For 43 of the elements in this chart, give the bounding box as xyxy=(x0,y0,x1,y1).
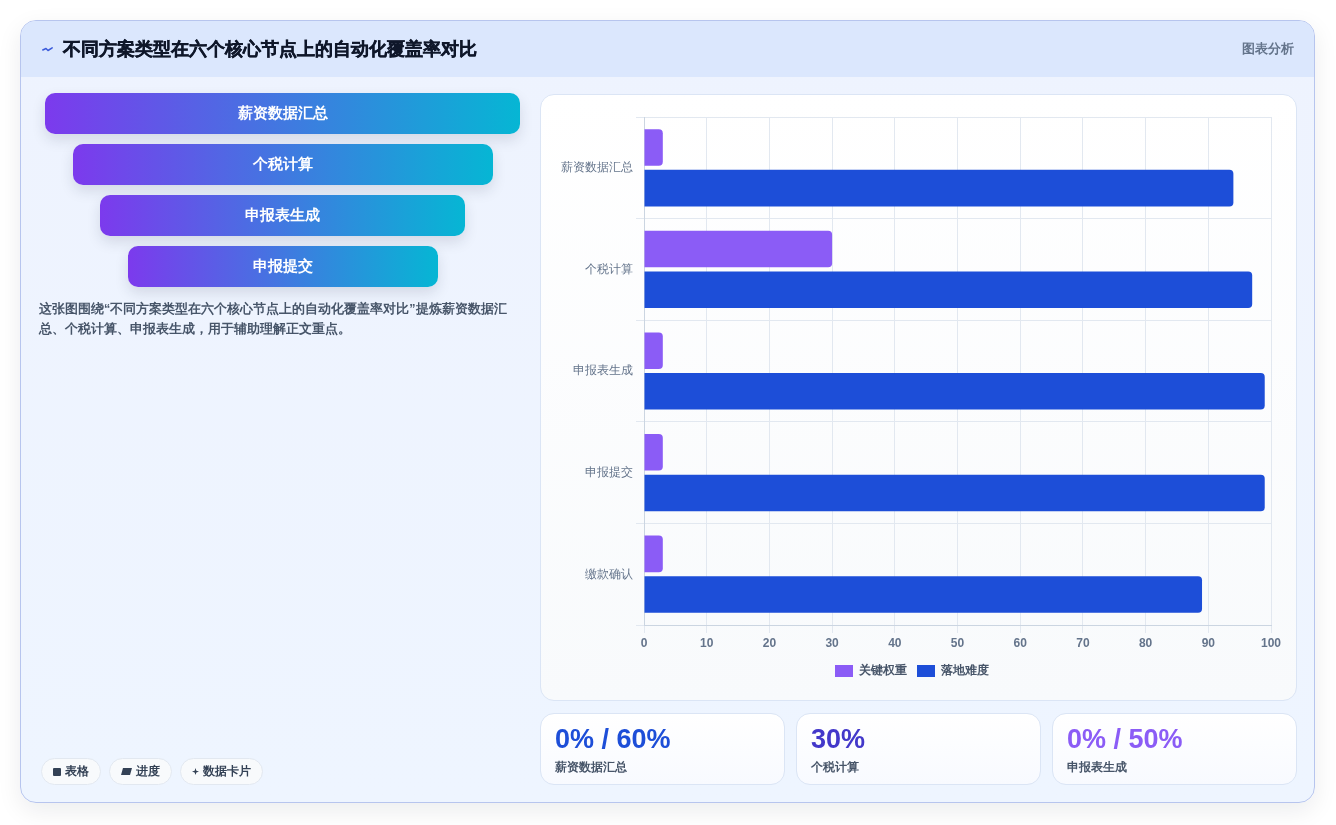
bar xyxy=(644,373,1265,410)
text: 进度 xyxy=(136,764,160,779)
category-label: 个税计算 xyxy=(811,760,859,774)
text: 表格 xyxy=(65,764,89,779)
bar xyxy=(644,332,663,369)
y-tick-label: 申报提交 xyxy=(585,464,633,479)
bar xyxy=(644,535,663,573)
x-tick-label: 0 xyxy=(640,635,648,650)
x-tick-label: 10 xyxy=(700,635,714,650)
x-tick-label: 90 xyxy=(1201,635,1216,650)
x-tick-label: 20 xyxy=(762,635,777,650)
text: 0% / 60% xyxy=(555,724,671,754)
bar xyxy=(644,474,1265,512)
legend-label: 关键权重 xyxy=(858,663,907,678)
bar xyxy=(644,169,1234,207)
x-tick-label: 30 xyxy=(825,635,840,650)
y-tick-label: 申报表生成 xyxy=(573,363,633,378)
legend-label: 落地难度 xyxy=(940,663,989,678)
category-label: 申报表生成 xyxy=(245,206,320,225)
x-tick-label: 80 xyxy=(1138,635,1153,650)
text: 图表分析 xyxy=(1242,40,1294,58)
text: 30% xyxy=(811,724,866,754)
bar xyxy=(644,271,1253,309)
x-tick-label: 60 xyxy=(1013,635,1028,650)
y-tick-label: 薪资数据汇总 xyxy=(561,160,633,175)
category-label: 个税计算 xyxy=(252,155,313,174)
y-tick-label: 缴款确认 xyxy=(585,566,633,581)
category-label: 申报提交 xyxy=(252,257,313,276)
x-tick-label: 70 xyxy=(1076,635,1090,650)
bar xyxy=(644,129,663,166)
text: 这张图围绕“不同方案类型在六个核心节点上的自动化覆盖率对比”提炼薪资数据汇总、个税计算、申报表生成，用于辅助理解正文重点。 xyxy=(39,302,507,336)
category-label: 申报表生成 xyxy=(1067,760,1127,774)
bar xyxy=(644,230,833,268)
bar xyxy=(644,433,663,471)
bar xyxy=(644,576,1203,613)
category-label: 薪资数据汇总 xyxy=(237,104,328,123)
x-tick-label: 100 xyxy=(1260,635,1282,650)
text: 0% / 50% xyxy=(1067,724,1183,754)
x-tick-label: 40 xyxy=(888,635,902,650)
text: 不同方案类型在六个核心节点上的自动化覆盖率对比 xyxy=(63,39,477,59)
x-tick-label: 50 xyxy=(950,635,965,650)
y-tick-label: 个税计算 xyxy=(585,261,633,276)
text: 数据卡片 xyxy=(203,764,251,779)
